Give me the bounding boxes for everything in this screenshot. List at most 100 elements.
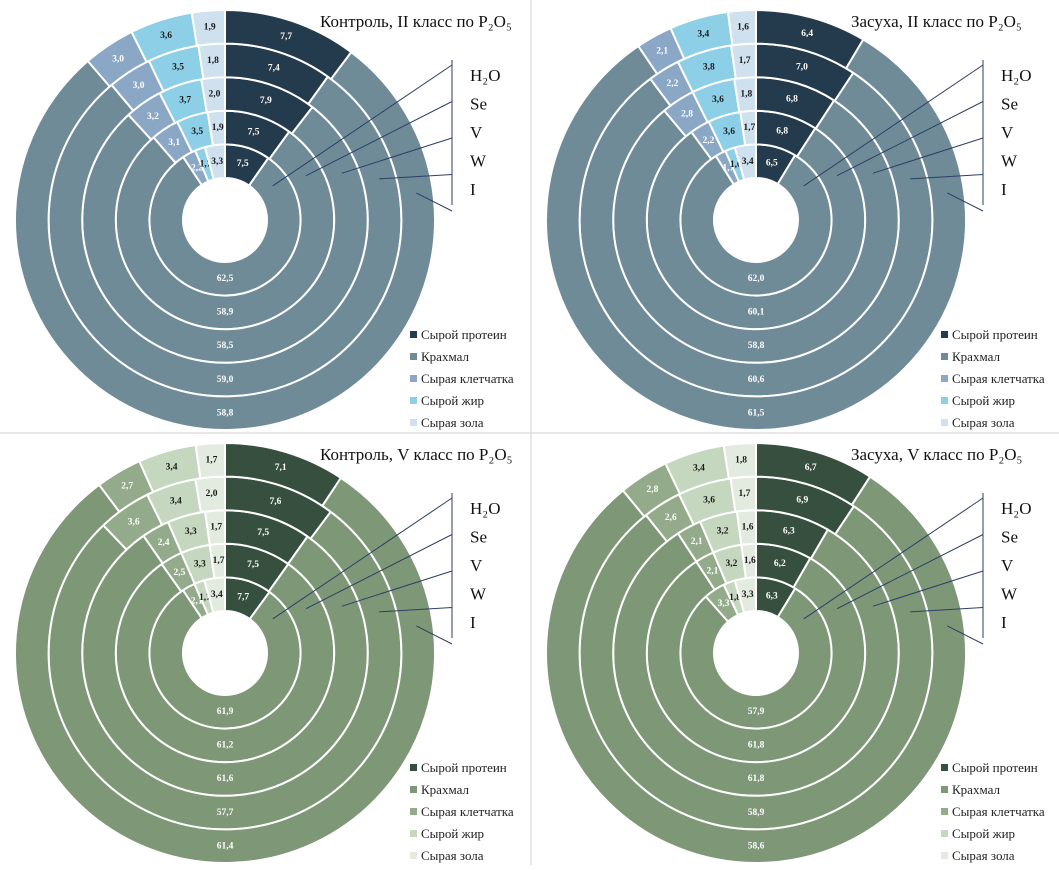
value-label: 1,9 bbox=[212, 123, 224, 133]
value-label: 6,3 bbox=[783, 527, 795, 537]
value-label: 2,4 bbox=[158, 538, 170, 548]
value-label: 3,2 bbox=[147, 112, 159, 122]
ring-segment bbox=[14, 50, 436, 431]
leader-line bbox=[872, 137, 984, 174]
value-label: 61,2 bbox=[217, 741, 234, 751]
ring-label: W bbox=[470, 585, 487, 604]
value-label: 6,5 bbox=[766, 159, 778, 169]
value-label: 58,6 bbox=[748, 841, 765, 851]
value-label: 58,5 bbox=[217, 341, 234, 351]
value-label: 1,6 bbox=[744, 556, 756, 566]
value-label: 1,8 bbox=[729, 593, 741, 603]
ring-label: H₂O bbox=[470, 499, 500, 518]
legend-label: Сырая клетчатка bbox=[421, 804, 514, 819]
value-label: 1,9 bbox=[204, 23, 216, 33]
value-label: 3,2 bbox=[717, 527, 729, 537]
value-label: 58,8 bbox=[748, 341, 765, 351]
value-label: 7,9 bbox=[260, 96, 272, 106]
ring-label: V bbox=[1001, 123, 1014, 142]
ring-label: H₂O bbox=[470, 66, 500, 85]
value-label: 1,8 bbox=[740, 90, 752, 100]
value-label: 7,7 bbox=[280, 32, 292, 42]
value-label: 3,0 bbox=[133, 81, 145, 91]
leader-line bbox=[305, 101, 453, 177]
ring-segment bbox=[722, 441, 757, 480]
value-label: 7,5 bbox=[248, 127, 260, 137]
leader-line bbox=[872, 570, 984, 607]
legend-swatch bbox=[410, 419, 417, 426]
value-label: 3,4 bbox=[170, 496, 182, 506]
ring-label: Se bbox=[1001, 528, 1018, 547]
chart-title: Контроль, II класс по P₂O₅ bbox=[320, 12, 512, 31]
ring-segment bbox=[545, 475, 967, 864]
value-label: 2,2 bbox=[703, 136, 715, 146]
value-label: 1,7 bbox=[210, 522, 222, 532]
value-label: 61,8 bbox=[748, 774, 765, 784]
value-label: 6,4 bbox=[801, 29, 813, 39]
value-label: 61,5 bbox=[748, 408, 765, 418]
value-label: 1,6 bbox=[742, 522, 754, 532]
legend-label: Сырой жир bbox=[952, 826, 1015, 841]
ring-label: I bbox=[470, 180, 476, 199]
legend-label: Сырой протеин bbox=[952, 327, 1038, 342]
value-label: 2,5 bbox=[174, 568, 186, 578]
value-label: 1,7 bbox=[739, 489, 751, 499]
chart-title: Контроль, V класс по P₂O₅ bbox=[320, 445, 513, 464]
value-label: 58,9 bbox=[217, 308, 234, 318]
ring-label: W bbox=[1001, 585, 1018, 604]
value-label: 6,8 bbox=[776, 127, 788, 137]
value-label: 7,0 bbox=[796, 62, 808, 72]
ring-label: H₂O bbox=[1001, 66, 1031, 85]
value-label: 59,0 bbox=[217, 375, 234, 385]
value-label: 1,8 bbox=[207, 56, 219, 66]
legend-swatch bbox=[941, 397, 948, 404]
value-label: 3,3 bbox=[211, 157, 223, 167]
legend-label: Сырая клетчатка bbox=[952, 371, 1045, 386]
value-label: 58,8 bbox=[217, 408, 234, 418]
ring-segment bbox=[190, 8, 226, 47]
legend-swatch bbox=[941, 331, 948, 338]
value-label: 3,5 bbox=[172, 63, 184, 73]
value-label: 62,5 bbox=[217, 274, 234, 284]
ring-segment bbox=[726, 8, 757, 47]
chart-panel: 6,562,01,71,6 3,46,860,12,23,6 1,76,858,82… bbox=[545, 8, 1045, 431]
value-label: 3,3 bbox=[742, 590, 754, 600]
value-label: 3,6 bbox=[703, 496, 715, 506]
value-label: 3,3 bbox=[718, 599, 730, 609]
value-label: 1,8 bbox=[735, 456, 747, 466]
value-label: 3,6 bbox=[712, 95, 724, 105]
leader-line bbox=[416, 192, 453, 212]
value-label: 6,2 bbox=[774, 559, 786, 569]
leader-line bbox=[947, 625, 984, 645]
ring-label: V bbox=[1001, 556, 1014, 575]
value-label: 7,5 bbox=[257, 528, 269, 538]
legend-swatch bbox=[410, 830, 417, 837]
legend-swatch bbox=[941, 830, 948, 837]
leader-line bbox=[341, 570, 453, 607]
ring-label: V bbox=[470, 556, 483, 575]
legend-label: Сырая зола bbox=[952, 415, 1015, 430]
value-label: 57,9 bbox=[748, 707, 765, 717]
legend-swatch bbox=[941, 808, 948, 815]
chart-panel: 6,357,93,31,8 3,36,261,82,13,2 1,66,361,82… bbox=[545, 441, 1045, 864]
legend-swatch bbox=[410, 764, 417, 771]
value-label: 3,5 bbox=[191, 127, 203, 137]
value-label: 3,6 bbox=[160, 31, 172, 41]
value-label: 2,1 bbox=[191, 597, 203, 607]
chart-panel: 7,761,92,11,7 3,47,561,22,53,3 1,77,561,62… bbox=[14, 441, 514, 864]
value-label: 1,6 bbox=[730, 160, 742, 170]
ring-label: W bbox=[1001, 152, 1018, 171]
legend-swatch bbox=[410, 331, 417, 338]
legend-swatch bbox=[410, 852, 417, 859]
value-label: 7,5 bbox=[237, 159, 249, 169]
chart-panel: 7,5 62,5 2,21,7 3,3 7,5 58,9 3,1 3,5 1,9 7,9 58,5 3… bbox=[14, 8, 514, 431]
value-label: 3,4 bbox=[693, 464, 705, 474]
legend-swatch bbox=[410, 808, 417, 815]
legend-label: Сырой жир bbox=[952, 393, 1015, 408]
ring-segment bbox=[194, 441, 226, 480]
legend-label: Сырая зола bbox=[421, 415, 484, 430]
leader-line bbox=[947, 192, 984, 212]
leader-line bbox=[910, 607, 984, 613]
leader-line bbox=[305, 534, 453, 610]
value-label: 3,1 bbox=[168, 138, 180, 148]
